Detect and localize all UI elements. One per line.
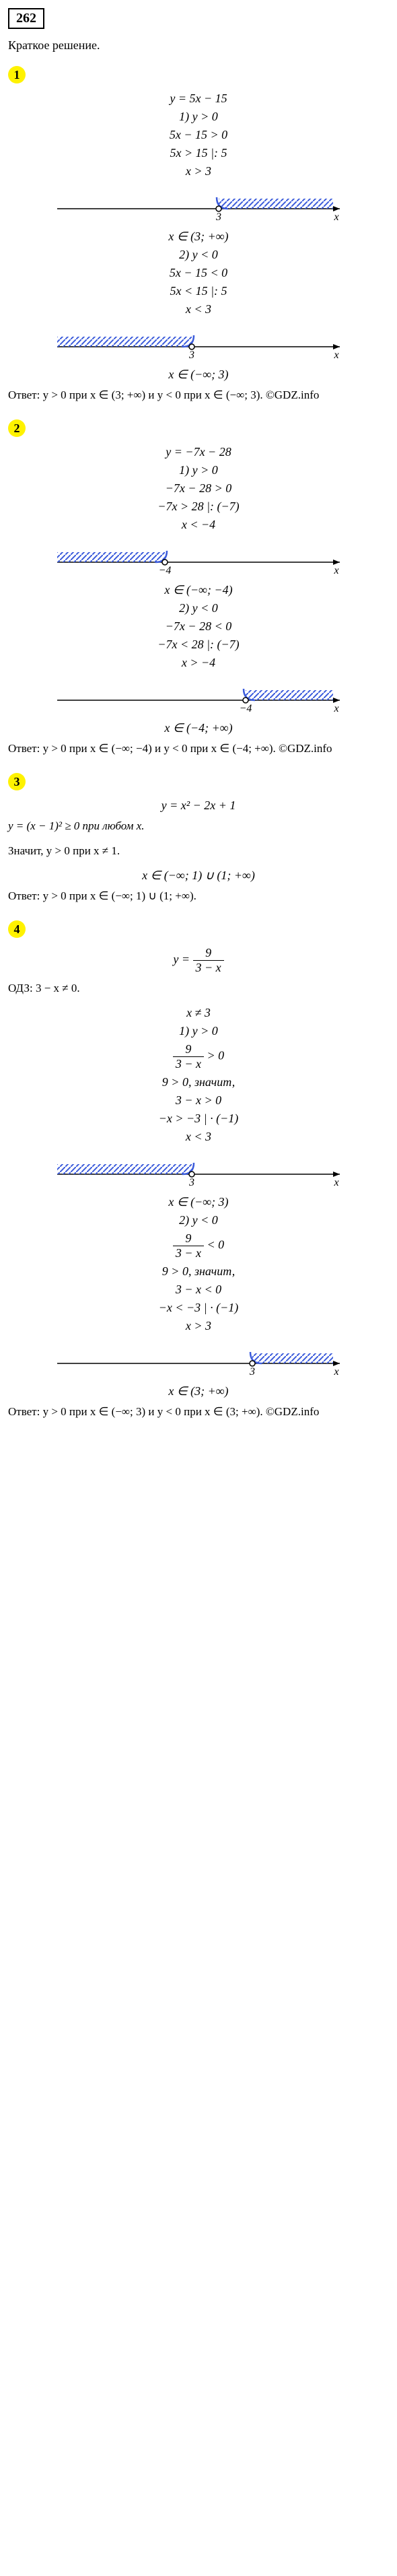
step: 9 > 0, значит, [8,1264,389,1279]
func: y = 5x − 15 [8,92,389,106]
svg-text:x: x [333,211,338,223]
step: −x > −3 | · (−1) [8,1112,389,1126]
svg-text:x: x [333,703,338,714]
step: x < 3 [8,302,389,316]
answer-4: Ответ: y > 0 при x ∈ (−∞; 3) и y < 0 при… [8,1404,389,1420]
interval: x ∈ (3; +∞) [8,230,389,244]
case-label: 2) y < 0 [8,1213,389,1227]
svg-text:−4: −4 [240,703,252,714]
case-label: 2) y < 0 [8,601,389,615]
step: 5x > 15 |: 5 [8,146,389,160]
frac-num: 9 [173,1231,204,1246]
step: −7x − 28 > 0 [8,481,389,496]
svg-text:x: x [333,1366,338,1378]
case-label: 1) y > 0 [8,1024,389,1038]
case-label: 2) y < 0 [8,248,389,262]
interval: x ∈ (−∞; 3) [8,1195,389,1209]
number-line-right-3: 3 x [44,185,353,226]
sub-label-4: 4 [8,920,26,938]
case-label: 1) y > 0 [8,463,389,477]
step: x > −4 [8,656,389,670]
rewrite: y = (x − 1)² ≥ 0 при любом x. [8,818,389,834]
step: 5x − 15 < 0 [8,266,389,280]
interval: x ∈ (3; +∞) [8,1384,389,1398]
subtitle: Краткое решение. [8,38,389,53]
interval: x ∈ (−4; +∞) [8,721,389,735]
frac-rel: < 0 [204,1238,224,1251]
step: −7x − 28 < 0 [8,619,389,634]
frac-num: 9 [193,946,224,961]
domain: x ≠ 3 [8,1006,389,1020]
sub-label-2: 2 [8,419,26,437]
svg-text:3: 3 [188,1177,194,1188]
interval: x ∈ (−∞; −4) [8,583,389,597]
svg-text:−4: −4 [159,565,172,576]
sub3-body: y = x² − 2x + 1 [8,799,389,813]
svg-text:3: 3 [188,349,194,361]
step: x > 3 [8,1319,389,1333]
func: y = x² − 2x + 1 [8,799,389,813]
domain-label: ОДЗ: 3 − x ≠ 0. [8,980,389,996]
svg-text:x: x [333,565,338,576]
number-line-left-3: 3 x [44,323,353,364]
sub-label-3: 3 [8,773,26,790]
step: 3 − x > 0 [8,1093,389,1108]
step: −7x < 28 |: (−7) [8,638,389,652]
answer-2: Ответ: y > 0 при x ∈ (−∞; −4) и y < 0 пр… [8,741,389,757]
svg-text:3: 3 [215,211,221,223]
conclusion: Значит, y > 0 при x ≠ 1. [8,843,389,859]
case-label: 1) y > 0 [8,110,389,124]
step: x > 3 [8,164,389,178]
number-line-right-3b: 3 x [44,1340,353,1380]
step: 9 > 0, значит, [8,1075,389,1089]
frac-den: 3 − x [173,1057,204,1071]
func: y = −7x − 28 [8,445,389,459]
sub4-func: y = 9 3 − x [8,946,389,975]
frac-den: 3 − x [173,1246,204,1260]
sub-label-1: 1 [8,66,26,83]
svg-text:x: x [333,349,338,361]
step: 5x < 15 |: 5 [8,284,389,298]
svg-text:x: x [333,1177,338,1188]
frac-den: 3 − x [193,961,224,975]
frac-num: 9 [173,1042,204,1057]
answer-3: Ответ: y > 0 при x ∈ (−∞; 1) ∪ (1; +∞). [8,888,389,904]
sub1-body: y = 5x − 15 1) y > 0 5x − 15 > 0 5x > 15… [8,92,389,178]
step: x < 3 [8,1130,389,1144]
interval: x ∈ (−∞; 3) [8,368,389,382]
step: −7x > 28 |: (−7) [8,500,389,514]
sub2-body: y = −7x − 28 1) y > 0 −7x − 28 > 0 −7x >… [8,445,389,532]
step: −x < −3 | · (−1) [8,1301,389,1315]
answer-1: Ответ: y > 0 при x ∈ (3; +∞) и y < 0 при… [8,387,389,403]
interval: x ∈ (−∞; 1) ∪ (1; +∞) [8,869,389,883]
step: x < −4 [8,518,389,532]
frac-rel: > 0 [204,1048,224,1062]
step: 3 − x < 0 [8,1283,389,1297]
problem-number: 262 [8,8,44,29]
number-line-left-3b: 3 x [44,1151,353,1191]
number-line-right-neg4: −4 x [44,677,353,717]
svg-text:3: 3 [249,1366,255,1378]
number-line-left-neg4: −4 x [44,539,353,579]
step: 5x − 15 > 0 [8,128,389,142]
